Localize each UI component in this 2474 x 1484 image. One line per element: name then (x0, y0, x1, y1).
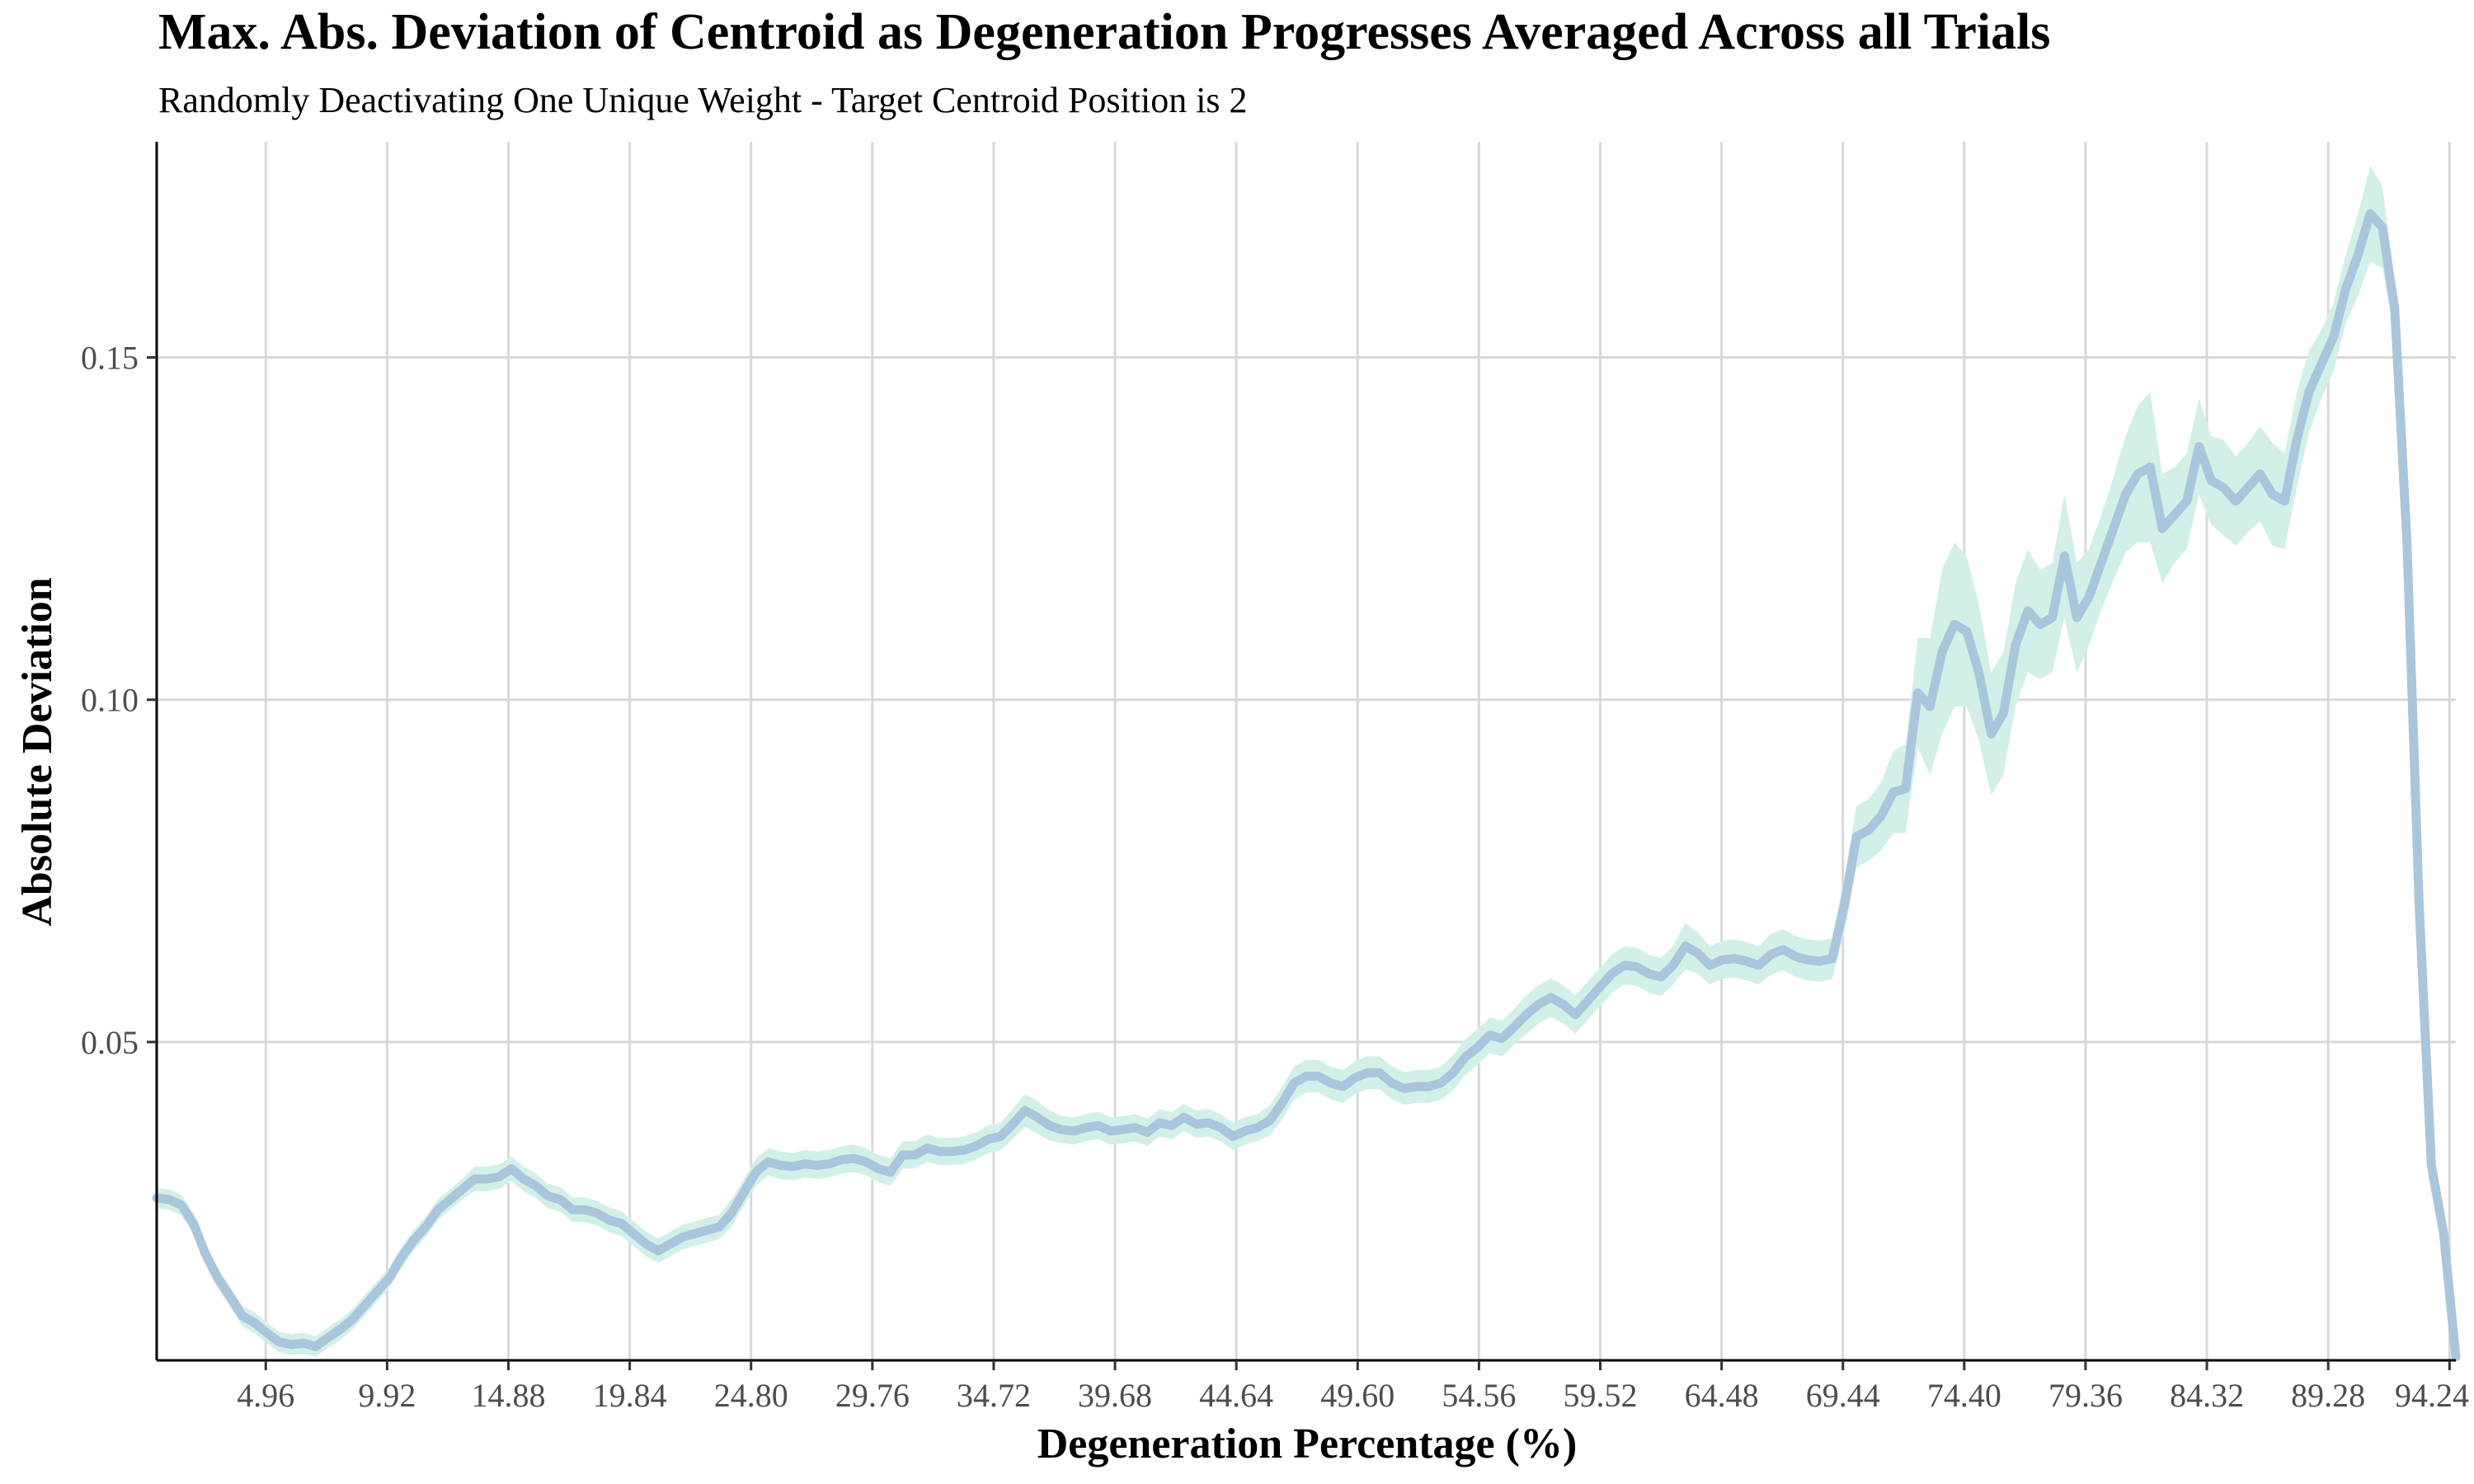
x-tick-label: 79.36 (2048, 1377, 2123, 1414)
chart-title: Max. Abs. Deviation of Centroid as Degen… (158, 4, 2051, 60)
confidence-band-layer (157, 166, 2456, 1364)
x-tick-label: 19.84 (593, 1377, 667, 1414)
series-line (152, 209, 2461, 1362)
x-tick-label: 34.72 (957, 1377, 1031, 1414)
x-tick-label: 59.52 (1564, 1377, 1638, 1414)
x-tick-label: 39.68 (1078, 1377, 1152, 1414)
y-axis-title: Absolute Deviation (14, 577, 61, 926)
x-tick-label: 29.76 (835, 1377, 910, 1414)
confidence-band (157, 166, 2456, 1364)
y-tick-labels: 0.05 0.10 0.15 (81, 340, 139, 1061)
series-line-layer (152, 209, 2461, 1362)
chart-subtitle: Randomly Deactivating One Unique Weight … (158, 80, 1248, 120)
x-tick-label: 4.96 (237, 1377, 294, 1414)
x-tick-label: 89.28 (2291, 1377, 2365, 1414)
x-tick-label: 94.24 (2395, 1377, 2469, 1414)
y-tick-label: 0.05 (81, 1024, 139, 1061)
x-axis-title: Degeneration Percentage (%) (1037, 1421, 1578, 1468)
x-tick-labels: 4.96 9.92 14.88 19.84 24.80 29.76 34.72 39.68 44… (237, 1377, 2469, 1414)
x-tick-label: 9.92 (358, 1377, 416, 1414)
x-tick-label: 14.88 (472, 1377, 546, 1414)
y-tick-label: 0.15 (81, 340, 139, 377)
axes (147, 142, 2456, 1370)
x-tick-label: 69.44 (1806, 1377, 1880, 1414)
x-tick-label: 49.60 (1320, 1377, 1395, 1414)
x-tick-label: 84.32 (2170, 1377, 2244, 1414)
x-tick-label: 64.48 (1685, 1377, 1759, 1414)
x-tick-label: 24.80 (714, 1377, 788, 1414)
x-tick-label: 44.64 (1199, 1377, 1273, 1414)
x-tick-label: 74.40 (1927, 1377, 2001, 1414)
x-tick-label: 54.56 (1442, 1377, 1516, 1414)
grid-lines (157, 142, 2456, 1360)
y-tick-label: 0.10 (81, 682, 139, 719)
